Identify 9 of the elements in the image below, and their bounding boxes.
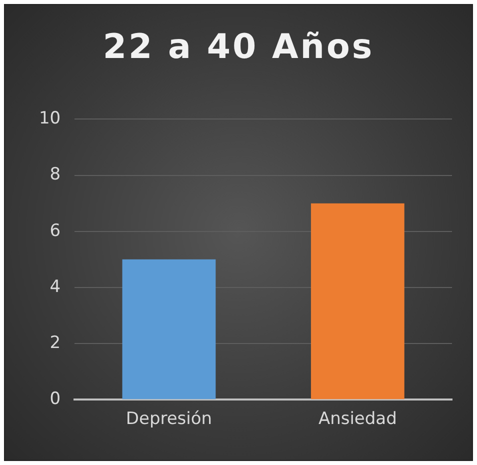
y-tick-label: 0 xyxy=(50,389,61,410)
y-tick-label: 2 xyxy=(50,332,61,353)
y-tick-label: 8 xyxy=(50,164,61,185)
y-tick-label: 10 xyxy=(38,108,61,129)
x-tick-label: Depresión xyxy=(126,409,212,430)
y-tick-label: 6 xyxy=(50,220,61,241)
x-tick-label: Ansiedad xyxy=(318,409,397,430)
chart-title: 22 a 40 Años xyxy=(102,27,376,67)
y-tick-label: 4 xyxy=(50,276,61,297)
